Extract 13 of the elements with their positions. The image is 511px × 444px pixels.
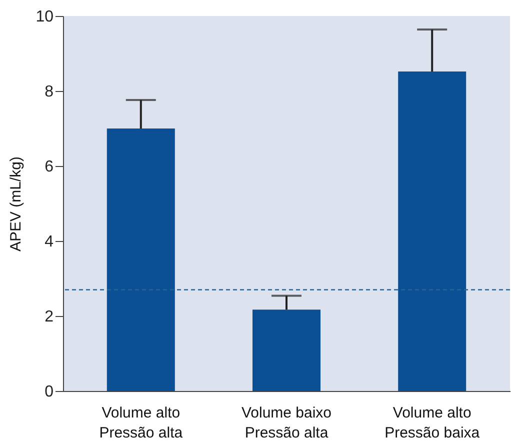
bar <box>398 72 466 391</box>
y-tick-label: 0 <box>44 384 54 400</box>
y-tick-label: 2 <box>44 308 54 326</box>
x-tick-label: Volume alto Pressão alta <box>99 404 184 442</box>
y-tick-label: 10 <box>36 8 54 26</box>
bar <box>106 128 175 391</box>
bar <box>252 310 320 391</box>
x-tick-label: Volume baixo Pressão alta <box>241 404 332 442</box>
y-tick-label: 4 <box>44 234 54 250</box>
y-tick-label: 8 <box>44 84 54 100</box>
y-axis-title: APEV (mL/kg) <box>8 156 25 252</box>
y-tick-label: 6 <box>44 158 54 176</box>
x-tick-label: Volume alto Pressão baixa <box>384 404 480 442</box>
